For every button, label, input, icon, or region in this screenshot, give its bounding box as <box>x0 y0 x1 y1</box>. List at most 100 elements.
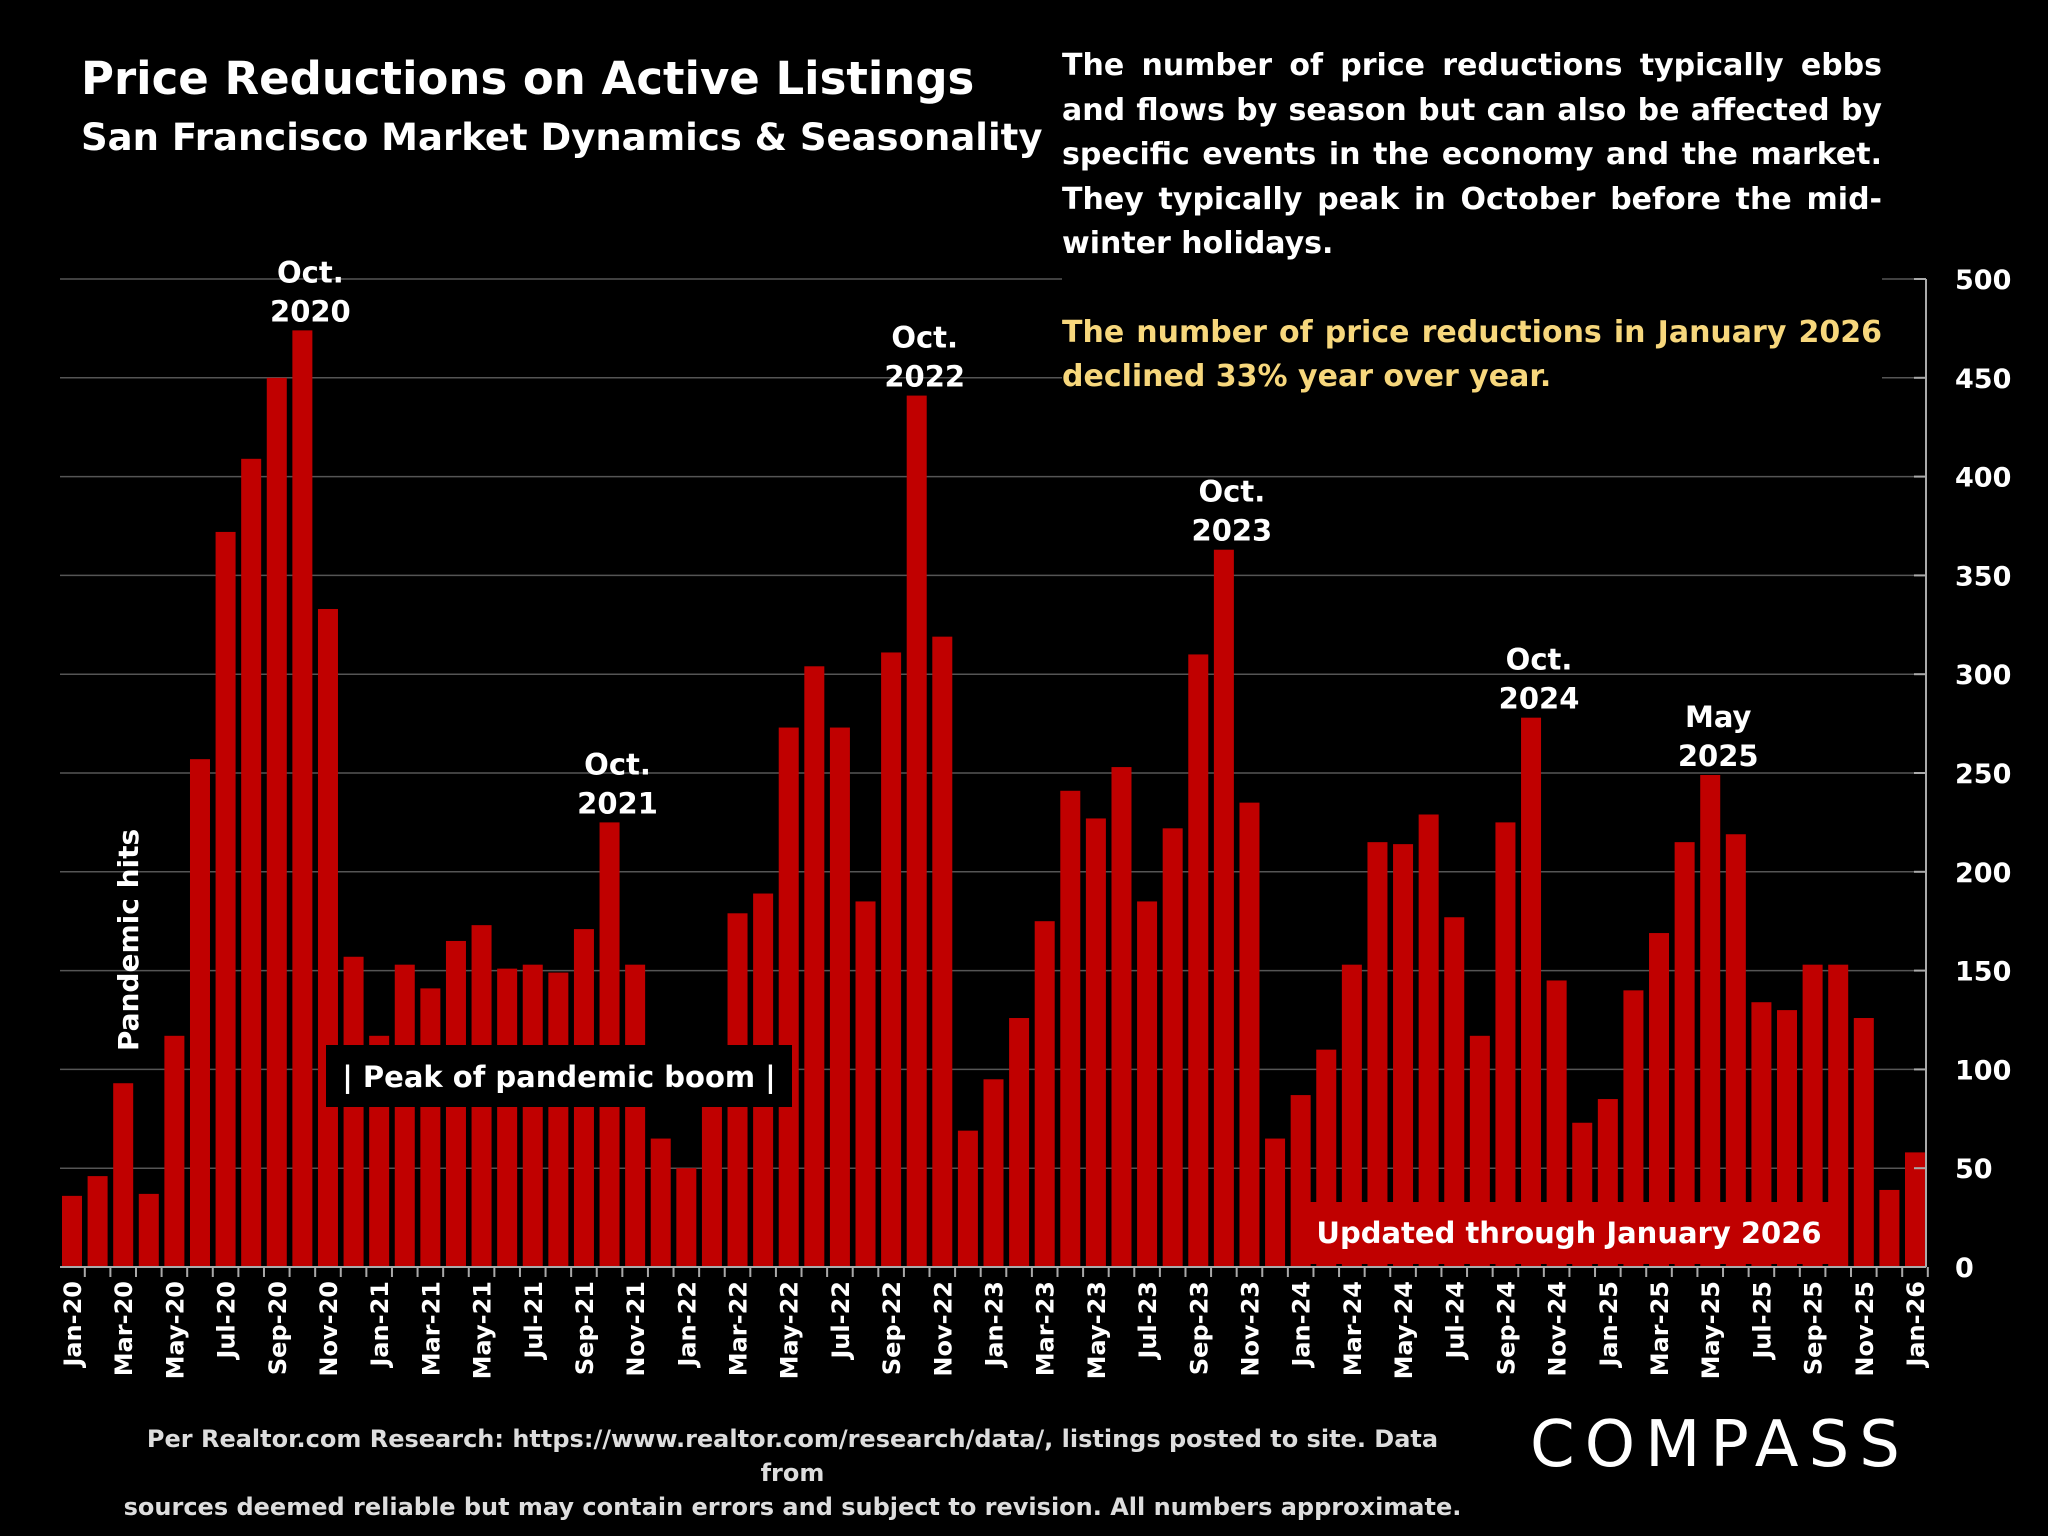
x-tick-label: May-23 <box>1083 1281 1111 1379</box>
x-tick-label: Mar-23 <box>1032 1281 1060 1376</box>
bar-Sep-23 <box>1188 654 1209 1267</box>
bar-Jun-22 <box>804 666 825 1267</box>
bar-Feb-23 <box>1009 1018 1030 1267</box>
peak-annotation: 2020 <box>270 294 351 328</box>
bar-Apr-25 <box>1674 842 1695 1267</box>
footnote-line: Per Realtor.com Research: https://www.re… <box>146 1425 1439 1487</box>
bar-Dec-23 <box>1265 1138 1286 1267</box>
x-tick-label: Jan-26 <box>1902 1281 1930 1369</box>
x-tick-label: Nov-24 <box>1544 1281 1572 1377</box>
x-tick-label: May-25 <box>1697 1281 1725 1379</box>
y-tick-label: 350 <box>1955 561 2011 592</box>
bar-Jan-23 <box>983 1079 1004 1267</box>
y-tick-label: 100 <box>1955 1055 2011 1086</box>
bar-Mar-20 <box>113 1083 134 1267</box>
bar-Dec-22 <box>957 1130 978 1267</box>
description-text: The number of price reductions typically… <box>1062 44 1882 448</box>
bar-Sep-22 <box>881 652 902 1267</box>
pandemic-label: Pandemic hits <box>112 829 145 1051</box>
peak-label-box <box>326 1045 792 1107</box>
bar-Jul-25 <box>1751 1002 1772 1267</box>
peak-annotation: Oct. <box>1199 475 1266 509</box>
peak-annotation: 2023 <box>1192 514 1273 548</box>
x-tick-label: Jul-20 <box>213 1281 241 1361</box>
x-tick-label: Jan-22 <box>673 1281 701 1369</box>
bar-Aug-22 <box>855 901 876 1267</box>
updated-label: Updated through January 2026 <box>1316 1216 1821 1250</box>
peak-annotation: Oct. <box>1506 643 1573 677</box>
bar-Jun-20 <box>189 759 210 1267</box>
bar-Sep-25 <box>1802 964 1823 1267</box>
x-tick-label: Mar-20 <box>110 1281 138 1376</box>
bar-Jul-21 <box>522 964 543 1267</box>
bar-Nov-23 <box>1239 802 1260 1267</box>
chart-title: Price Reductions on Active Listings <box>81 52 975 105</box>
bar-May-23 <box>1085 818 1106 1267</box>
x-tick-label: Sep-22 <box>878 1281 906 1375</box>
x-tick-label: Mar-21 <box>417 1281 445 1376</box>
x-tick-label: Mar-24 <box>1339 1281 1367 1376</box>
bars <box>62 330 1925 1268</box>
y-tick-label: 400 <box>1955 463 2011 494</box>
highlight-paragraph: The number of price reductions in Januar… <box>1062 314 1882 395</box>
x-tick-label: Jan-25 <box>1595 1281 1623 1369</box>
y-tick-label: 200 <box>1955 858 2011 889</box>
y-tick-label: 250 <box>1955 759 2011 790</box>
bar-Sep-24 <box>1495 822 1516 1267</box>
bar-Mar-25 <box>1649 933 1670 1267</box>
bar-Mar-23 <box>1034 921 1055 1267</box>
bar-Dec-20 <box>343 956 364 1267</box>
bar-May-25 <box>1700 774 1721 1267</box>
bar-Jun-23 <box>1111 767 1132 1267</box>
bar-Nov-20 <box>317 608 338 1267</box>
x-tick-label: Jan-24 <box>1288 1281 1316 1369</box>
x-tick-label: Jul-22 <box>827 1281 855 1361</box>
updated-label-box <box>1293 1202 1845 1264</box>
x-tick-label: Jul-23 <box>1134 1281 1162 1361</box>
bar-Oct-20 <box>292 330 313 1268</box>
x-tick-label: Jul-21 <box>520 1281 548 1361</box>
bar-Aug-21 <box>548 972 569 1267</box>
bar-Oct-24 <box>1521 717 1542 1267</box>
bar-Feb-20 <box>87 1176 108 1267</box>
x-tick-label: Sep-21 <box>571 1281 599 1375</box>
axes: 0 50 100 150 200 250 300 350 400 450 500 Jan-20 Mar-… <box>59 265 2011 1379</box>
peak-label: | Peak of pandemic boom | <box>342 1060 776 1094</box>
peak-annotation: Oct. <box>277 255 344 289</box>
x-tick-label: Jan-23 <box>981 1281 1009 1369</box>
x-tick-label: Jan-20 <box>59 1281 87 1369</box>
x-tick-label: Nov-25 <box>1851 1281 1879 1377</box>
x-tick-label: Mar-22 <box>725 1281 753 1376</box>
y-tick-label: 50 <box>1955 1154 1993 1185</box>
footnote-line: sources deemed reliable but may contain … <box>123 1493 1462 1521</box>
gridlines <box>60 278 1926 1169</box>
y-tick-label: 300 <box>1955 660 2011 691</box>
bar-Jan-20 <box>62 1195 82 1267</box>
peak-annotation: 2021 <box>577 786 658 820</box>
annotations: Oct. 2020 Oct. 2021 Oct. 2022 Oct. 2023 Oct. 2024… <box>112 255 1845 1264</box>
compass-logo: COMPASS <box>1530 1408 1910 1482</box>
peak-annotation: Oct. <box>891 321 958 355</box>
x-tick-label: Sep-25 <box>1800 1281 1828 1375</box>
bar-Jul-24 <box>1444 917 1465 1267</box>
peak-annotation: 2024 <box>1499 682 1580 716</box>
x-tick-label: Sep-20 <box>264 1281 292 1375</box>
description-paragraph: The number of price reductions typically… <box>1062 48 1882 261</box>
peak-annotation: 2022 <box>884 360 965 394</box>
peak-annotation: Oct. <box>584 747 651 781</box>
x-tick-label: Nov-21 <box>622 1281 650 1377</box>
bar-Feb-25 <box>1623 990 1644 1267</box>
bar-Nov-24 <box>1546 980 1567 1267</box>
bar-Jul-20 <box>215 531 236 1267</box>
bar-Jun-25 <box>1725 834 1746 1267</box>
x-tick-label: Jul-24 <box>1441 1281 1469 1361</box>
x-tick-label: May-24 <box>1390 1281 1418 1379</box>
bar-Jun-24 <box>1418 814 1439 1267</box>
y-tick-label: 0 <box>1955 1253 1974 1284</box>
bar-May-20 <box>164 1035 185 1267</box>
bar-Oct-21 <box>599 822 620 1267</box>
chart-subtitle: San Francisco Market Dynamics & Seasonal… <box>81 116 1043 159</box>
x-tick-label: Jan-21 <box>366 1281 394 1369</box>
peak-annotation: May <box>1685 700 1752 734</box>
x-tick-label: May-20 <box>161 1281 189 1379</box>
